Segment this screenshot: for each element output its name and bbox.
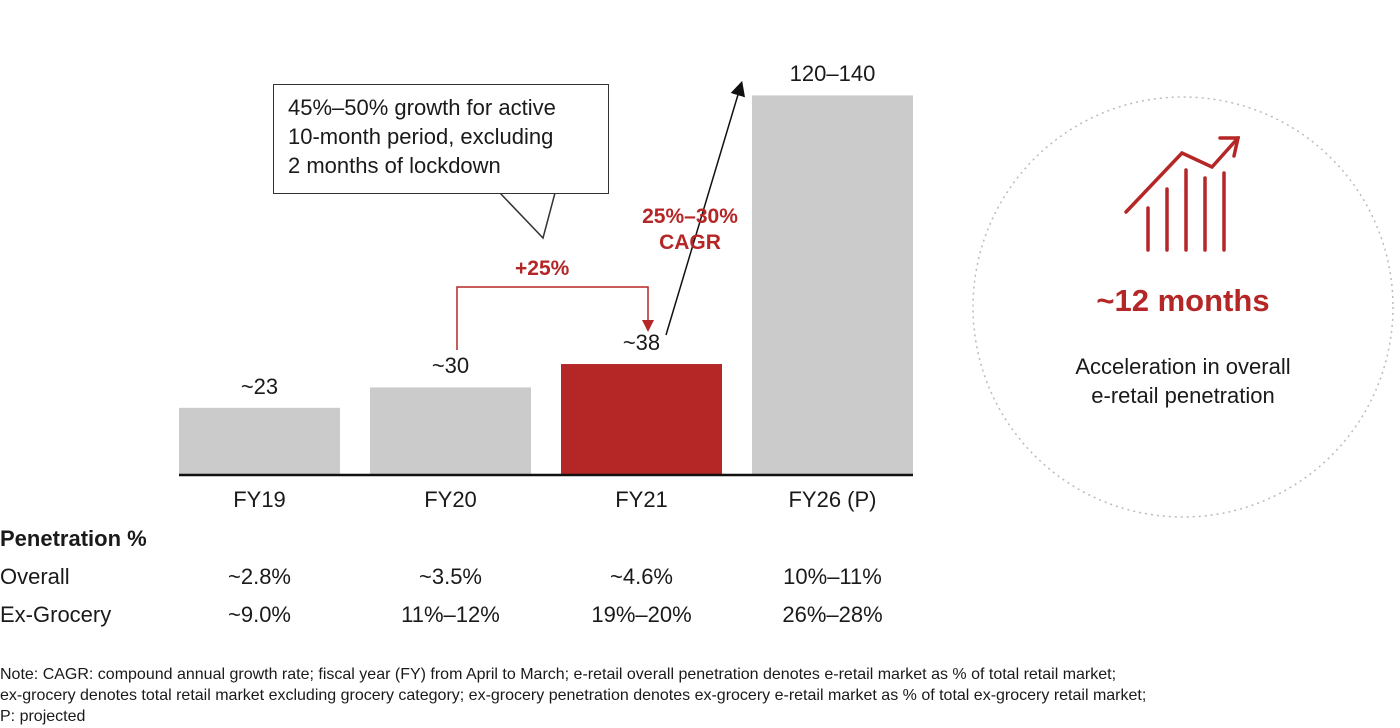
table-header: Penetration % xyxy=(0,526,147,551)
table-cell: 10%–11% xyxy=(783,564,882,589)
x-tick-label: FY26 (P) xyxy=(788,487,877,512)
data-label: ~38 xyxy=(622,330,661,356)
table-cell: 26%–28% xyxy=(782,602,883,627)
growth-label: +25% xyxy=(515,257,570,280)
cagr-label: 25%–30% CAGR xyxy=(620,204,760,256)
cagr-arrow xyxy=(665,80,746,336)
bar-fy26-p- xyxy=(752,95,913,476)
callout-pointer xyxy=(498,192,556,240)
table-cell: 11%–12% xyxy=(401,602,500,627)
cagr-text: CAGR xyxy=(659,231,721,254)
note-line: ex-grocery denotes total retail market e… xyxy=(0,687,1147,704)
side-text-line: Acceleration in overall xyxy=(1075,354,1291,379)
x-tick-label: FY19 xyxy=(233,487,286,512)
table-cell: ~9.0% xyxy=(228,602,291,627)
callout-line: 2 months of lockdown xyxy=(288,153,501,178)
callout-line: 45%–50% growth for active xyxy=(288,95,556,120)
growth-arrowhead xyxy=(642,320,654,332)
footnote: Note: CAGR: compound annual growth rate;… xyxy=(0,664,1400,727)
table-cell: ~3.5% xyxy=(419,564,482,589)
bar-fy19 xyxy=(179,407,340,475)
growth-bracket xyxy=(456,286,649,350)
growth-callout: 45%–50% growth for active 10-month perio… xyxy=(273,84,609,194)
bar-fy21 xyxy=(561,364,722,475)
data-label: 120–140 xyxy=(789,61,876,87)
bar-fy20 xyxy=(370,387,531,475)
note-line: P: projected xyxy=(0,708,86,725)
x-tick-label: FY21 xyxy=(615,487,668,512)
table-cell: 19%–20% xyxy=(591,602,692,627)
side-text-line: e-retail penetration xyxy=(1091,383,1275,408)
data-label: ~30 xyxy=(431,353,470,379)
table-cell: ~4.6% xyxy=(610,564,673,589)
callout-line: 10-month period, excluding xyxy=(288,124,554,149)
cagr-range: 25%–30% xyxy=(642,205,738,228)
table-cell: ~2.8% xyxy=(228,564,291,589)
side-text: Acceleration in overall e-retail penetra… xyxy=(1033,352,1333,410)
x-tick-label: FY20 xyxy=(424,487,477,512)
growth-chart-icon xyxy=(1124,136,1241,252)
table-row-label: Overall xyxy=(0,564,70,589)
note-line: Note: CAGR: compound annual growth rate;… xyxy=(0,666,1117,683)
data-label: ~23 xyxy=(240,373,279,399)
side-headline: ~12 months xyxy=(1096,283,1270,318)
table-row-label: Ex-Grocery xyxy=(0,602,112,627)
side-circle xyxy=(972,96,1394,518)
